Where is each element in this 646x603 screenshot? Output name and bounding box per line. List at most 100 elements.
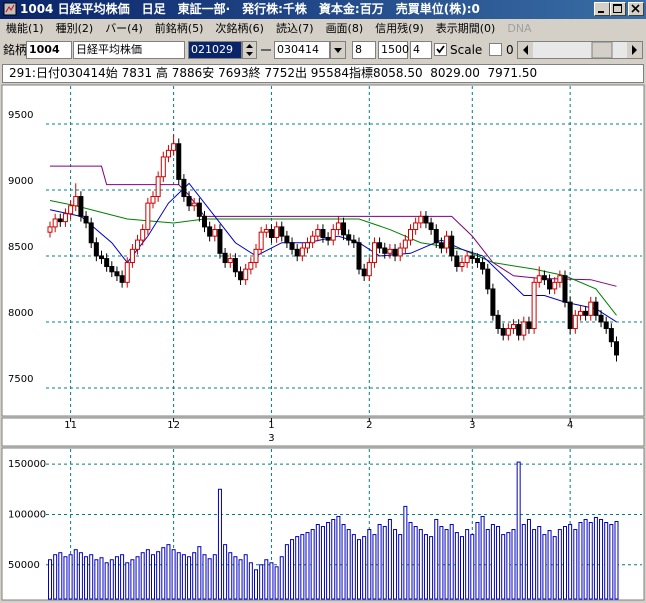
volume-bar <box>351 534 356 600</box>
candle-body <box>274 226 280 238</box>
menu-item[interactable]: 機能(1) <box>6 22 44 35</box>
moving-average-line <box>49 200 617 316</box>
candle-body <box>346 234 352 241</box>
title-bar: 1004 日経平均株価 日足 東証一部· 発行株:千株 資本金:百万 売買単位(… <box>0 0 646 19</box>
candle-body <box>490 288 496 316</box>
start-date-input[interactable]: 021029 <box>188 41 242 59</box>
param2-input[interactable]: 1500 <box>378 41 409 59</box>
volume-bar <box>207 558 212 600</box>
volume-bar <box>171 549 176 600</box>
volume-bar <box>130 559 135 600</box>
candle-body <box>104 258 110 267</box>
close-button[interactable] <box>628 2 644 16</box>
volume-bar <box>279 556 284 600</box>
end-date-input[interactable]: 030414 <box>274 41 330 59</box>
candle-body <box>608 328 614 343</box>
volume-bar <box>305 532 310 600</box>
candle-body <box>243 268 249 281</box>
param3-input[interactable]: 4 <box>410 41 432 59</box>
scrollbar[interactable] <box>517 41 643 59</box>
volume-bar <box>614 520 619 600</box>
volume-bar <box>104 562 109 600</box>
menu-item[interactable]: 表示期間(0) <box>435 22 496 35</box>
volume-bar <box>89 554 94 600</box>
param1-input[interactable]: 8 <box>352 41 376 59</box>
volume-bar <box>583 518 588 600</box>
volume-bar <box>346 529 351 600</box>
scale-checkbox[interactable] <box>434 43 448 57</box>
volume-bar <box>537 526 542 600</box>
candle-body <box>449 235 455 257</box>
candle-body <box>505 328 511 336</box>
candle-body <box>567 301 573 330</box>
candle-body <box>541 275 547 281</box>
dropdown-button[interactable] <box>330 41 346 59</box>
volume-bar <box>599 518 604 600</box>
moving-average-line <box>49 182 617 323</box>
volume-bar <box>568 524 573 600</box>
candle-body <box>361 268 367 277</box>
candle-body <box>387 248 393 254</box>
volume-bar <box>429 536 434 600</box>
volume-bar <box>557 529 562 600</box>
menu-item[interactable]: 読込(7) <box>275 22 314 35</box>
candle-body <box>474 258 480 264</box>
volume-bar <box>454 532 459 600</box>
x-tick-label: 1 <box>268 420 274 431</box>
volume-bar <box>593 516 598 600</box>
code-label: 銘柄 <box>3 43 28 57</box>
volume-bar <box>372 534 377 600</box>
menu-item[interactable]: DNA <box>507 22 532 35</box>
candle-body <box>511 324 516 330</box>
candle-body <box>444 235 450 249</box>
volume-bar <box>99 557 104 600</box>
name-input[interactable]: 日経平均株価 <box>73 41 185 59</box>
candle-body <box>480 262 486 270</box>
volume-bar <box>187 556 192 600</box>
menu-item[interactable]: 次銘柄(6) <box>215 22 264 35</box>
candle-body <box>253 248 259 264</box>
code-input[interactable]: 1004 <box>26 41 72 59</box>
maximize-button[interactable] <box>610 2 626 16</box>
volume-bar <box>156 551 161 600</box>
volume-bar <box>217 488 222 600</box>
y-tick-label: 100000 <box>8 509 46 520</box>
volume-bar <box>403 505 408 600</box>
candle-body <box>191 202 197 207</box>
candle-body <box>330 229 336 241</box>
menu-item[interactable]: 種別(2) <box>55 22 94 35</box>
candle-body <box>495 314 501 330</box>
volume-bar <box>202 554 207 600</box>
candle-body <box>371 242 377 264</box>
year-label: 3 <box>268 433 274 444</box>
dash-separator <box>261 49 271 51</box>
volume-bar <box>588 522 593 600</box>
candle-body <box>212 229 218 237</box>
menu-item[interactable]: 画面(8) <box>325 22 364 35</box>
candle-body <box>155 176 161 198</box>
candle-body <box>402 239 408 249</box>
volume-bar <box>161 547 166 600</box>
volume-bar <box>547 530 552 600</box>
menu-item[interactable]: 信用残(9) <box>375 22 424 35</box>
volume-bar <box>238 559 243 600</box>
date-panel <box>1 417 645 447</box>
menu-item[interactable]: バー(4) <box>105 22 143 35</box>
volume-bar <box>274 566 279 600</box>
volume-bar <box>166 544 171 600</box>
candle-body <box>207 226 213 237</box>
minimize-button[interactable] <box>594 2 610 16</box>
volume-bar <box>84 556 89 600</box>
volume-bar <box>125 562 130 600</box>
volume-bar <box>423 534 428 600</box>
menu-item[interactable]: 前銘柄(5) <box>154 22 204 35</box>
volume-bar <box>73 549 78 600</box>
candle-body <box>469 255 475 260</box>
candle-body <box>109 266 115 273</box>
volume-bar <box>145 549 150 600</box>
volume-bar <box>140 552 145 600</box>
volume-bar <box>176 552 181 600</box>
zero-checkbox[interactable] <box>489 43 503 57</box>
candle-body <box>382 247 388 254</box>
spin-button[interactable] <box>242 41 258 59</box>
